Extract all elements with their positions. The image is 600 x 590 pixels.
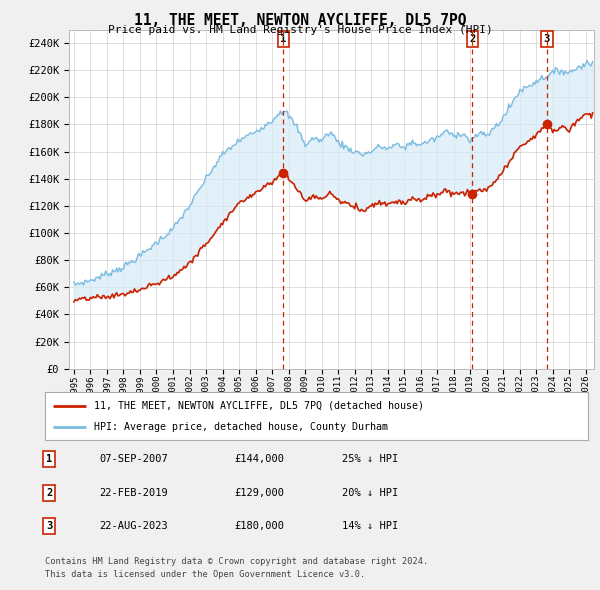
Text: £144,000: £144,000: [234, 454, 284, 464]
Text: 22-FEB-2019: 22-FEB-2019: [99, 488, 168, 497]
Text: Price paid vs. HM Land Registry's House Price Index (HPI): Price paid vs. HM Land Registry's House …: [107, 25, 493, 35]
Text: This data is licensed under the Open Government Licence v3.0.: This data is licensed under the Open Gov…: [45, 571, 365, 579]
Text: 11, THE MEET, NEWTON AYCLIFFE, DL5 7PQ (detached house): 11, THE MEET, NEWTON AYCLIFFE, DL5 7PQ (…: [94, 401, 424, 411]
Text: 2: 2: [469, 34, 476, 44]
Text: 3: 3: [544, 34, 550, 44]
Text: 20% ↓ HPI: 20% ↓ HPI: [342, 488, 398, 497]
Text: £129,000: £129,000: [234, 488, 284, 497]
Text: 11, THE MEET, NEWTON AYCLIFFE, DL5 7PQ: 11, THE MEET, NEWTON AYCLIFFE, DL5 7PQ: [134, 13, 466, 28]
Text: 25% ↓ HPI: 25% ↓ HPI: [342, 454, 398, 464]
Text: £180,000: £180,000: [234, 522, 284, 531]
Text: 1: 1: [280, 34, 286, 44]
Text: HPI: Average price, detached house, County Durham: HPI: Average price, detached house, Coun…: [94, 422, 388, 432]
Text: 07-SEP-2007: 07-SEP-2007: [99, 454, 168, 464]
Text: 1: 1: [46, 454, 52, 464]
Text: 2: 2: [46, 488, 52, 497]
Text: 22-AUG-2023: 22-AUG-2023: [99, 522, 168, 531]
Text: 3: 3: [46, 522, 52, 531]
Text: 14% ↓ HPI: 14% ↓ HPI: [342, 522, 398, 531]
Text: Contains HM Land Registry data © Crown copyright and database right 2024.: Contains HM Land Registry data © Crown c…: [45, 558, 428, 566]
